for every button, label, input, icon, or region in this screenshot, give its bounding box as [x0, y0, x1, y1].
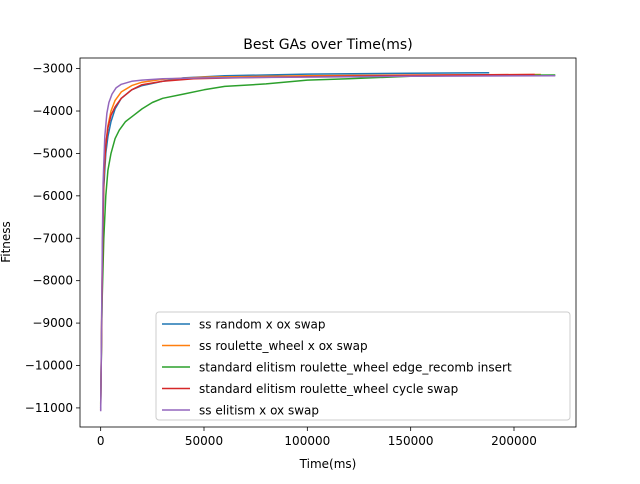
y-tick-label: −4000: [32, 104, 73, 118]
y-tick-label: −8000: [32, 274, 73, 288]
legend-label: ss roulette_wheel x ox swap: [199, 339, 368, 353]
x-tick-label: 150000: [388, 434, 434, 448]
y-tick-label: −7000: [32, 231, 73, 245]
x-tick-label: 0: [97, 434, 105, 448]
y-tick-label: −3000: [32, 62, 73, 76]
y-axis-label: Fitness: [0, 221, 13, 263]
legend: ss random x ox swap ss roulette_wheel x o…: [155, 311, 571, 421]
legend-label: ss elitism x ox swap: [199, 404, 319, 418]
y-tick-label: −5000: [32, 146, 73, 160]
series-line: [99, 75, 556, 412]
plot-frame: [79, 57, 577, 428]
legend-label: standard elitism roulette_wheel cycle sw…: [199, 382, 458, 396]
x-axis-label: Time(ms): [299, 457, 357, 471]
x-tick-label: 50000: [185, 434, 223, 448]
y-axis-ticks: −3000 −4000 −5000 −6000 −7000 −8000 −9000 −1000…: [25, 62, 80, 415]
legend-box: [155, 311, 571, 421]
y-tick-label: −11000: [25, 401, 73, 415]
x-axis-ticks: 0 50000 100000 150000 200000: [97, 427, 537, 448]
x-tick-label: 100000: [284, 434, 330, 448]
y-tick-label: −6000: [32, 189, 73, 203]
legend-label: ss random x ox swap: [199, 318, 326, 332]
y-tick-label: −9000: [32, 316, 73, 330]
series-line: [99, 74, 556, 404]
y-tick-label: −10000: [25, 359, 73, 373]
series-lines: [99, 72, 556, 412]
x-tick-label: 200000: [491, 434, 537, 448]
legend-label: standard elitism roulette_wheel edge_rec…: [199, 361, 512, 375]
legend-items: ss random x ox swap ss roulette_wheel x o…: [162, 318, 512, 418]
chart-title: Best GAs over Time(ms): [243, 37, 412, 53]
